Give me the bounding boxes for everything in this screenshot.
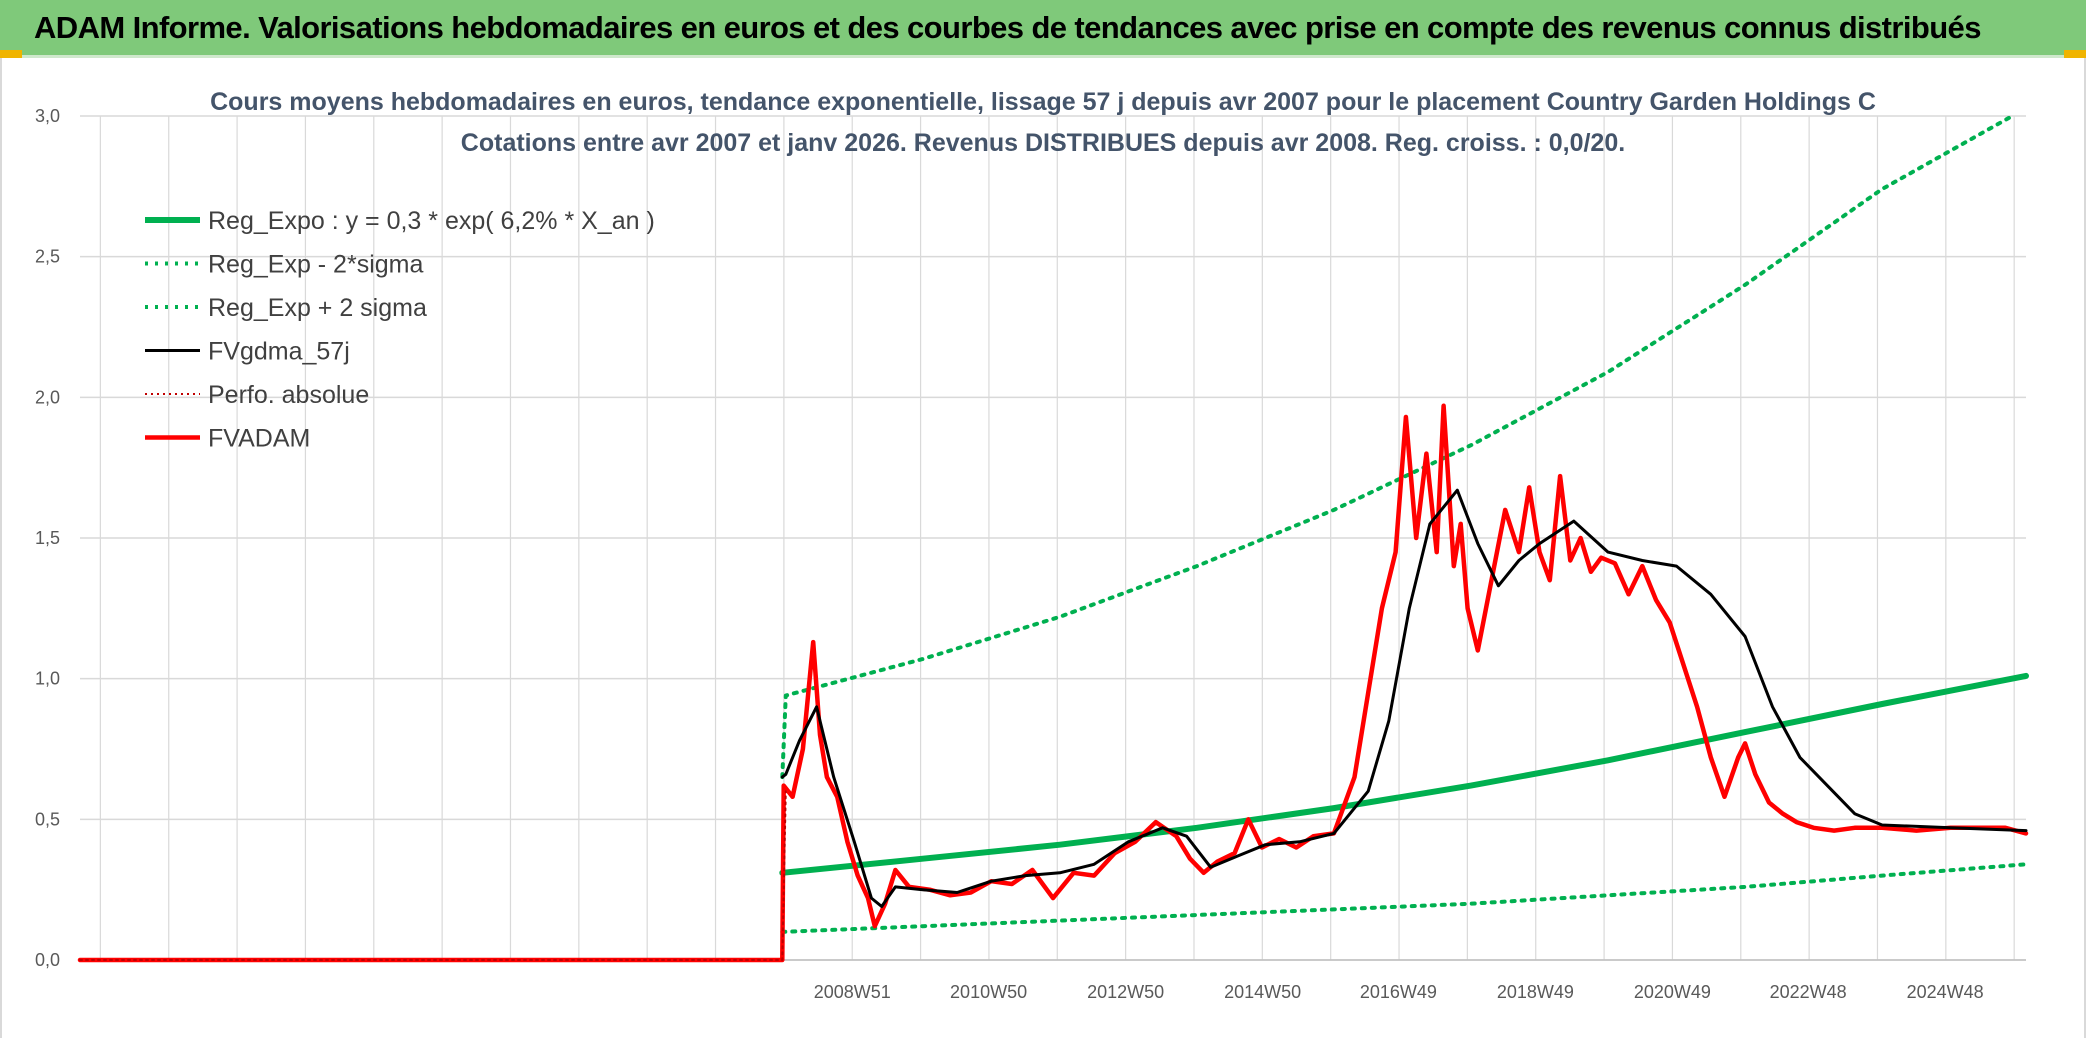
legend-label-sigma_high: Reg_Exp + 2 sigma	[208, 294, 427, 322]
x-tick-label: 2018W49	[1497, 982, 1574, 1002]
report-title: ADAM Informe. Valorisations hebdomadaire…	[34, 10, 1981, 45]
y-tick-label: 0,5	[35, 809, 60, 829]
legend: Reg_Expo : y = 0,3 * exp( 6,2% * X_an ) R…	[145, 207, 655, 453]
fvgdma-line	[780, 488, 2028, 908]
y-tick-label: 1,5	[35, 528, 60, 548]
banner-corner-right	[2064, 50, 2086, 58]
series-lines	[77, 114, 2029, 963]
legend-label-fvgdma: FVgdma_57j	[208, 338, 350, 366]
x-tick-label: 2008W51	[814, 982, 891, 1002]
y-tick-label: 3,0	[35, 106, 60, 126]
legend-label-sigma_low: Reg_Exp - 2*sigma	[208, 251, 423, 279]
perfo-line	[79, 790, 787, 961]
x-tick-label: 2020W49	[1634, 982, 1711, 1002]
x-tick-label: 2010W50	[950, 982, 1027, 1002]
legend-label-fvadam: FVADAM	[208, 425, 310, 453]
y-tick-label: 1,0	[35, 669, 60, 689]
y-axis-ticks: 0,0 0,5 1,0 1,5 2,0 2,5 3,0	[35, 106, 60, 970]
report-banner: ADAM Informe. Valorisations hebdomadaire…	[0, 0, 2086, 58]
x-tick-label: 2014W50	[1224, 982, 1301, 1002]
legend-label-perfo: Perfo. absolue	[208, 381, 369, 409]
y-tick-label: 2,5	[35, 247, 60, 267]
x-tick-label: 2024W48	[1907, 982, 1984, 1002]
banner-corner-left	[0, 50, 22, 58]
y-tick-label: 0,0	[35, 950, 60, 970]
chart-title-line-1: Cours moyens hebdomadaires en euros, ten…	[210, 88, 1876, 116]
legend-label-reg_expo: Reg_Expo : y = 0,3 * exp( 6,2% * X_an )	[208, 207, 655, 235]
reg-expo-line	[779, 672, 2029, 876]
x-axis-ticks: 2008W51 2010W50 2012W50 2014W50 2016W49 2018W…	[814, 982, 1984, 1002]
y-tick-label: 2,0	[35, 387, 60, 407]
x-tick-label: 2022W48	[1770, 982, 1847, 1002]
chart-frame	[0, 58, 2086, 1038]
fvadam-line	[77, 403, 2029, 963]
sigma-high-line	[780, 114, 2015, 780]
grid-lines	[80, 115, 2026, 961]
sigma-low-line	[780, 862, 2028, 934]
chart-title-line-2: Cotations entre avr 2007 et janv 2026. R…	[461, 129, 1625, 157]
x-tick-label: 2016W49	[1360, 982, 1437, 1002]
x-tick-label: 2012W50	[1087, 982, 1164, 1002]
